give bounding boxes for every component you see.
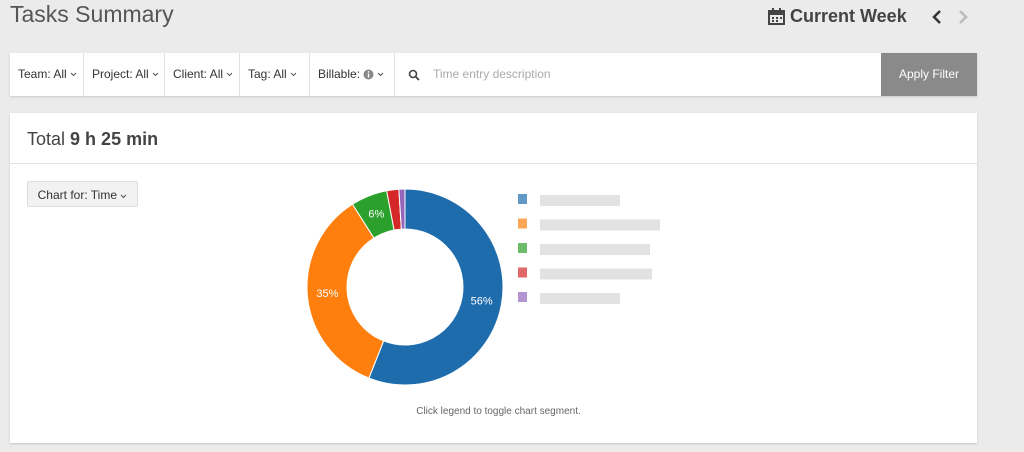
filter-label: Billable:: [318, 67, 361, 81]
legend-entry[interactable]: [518, 218, 660, 231]
filter-dropdown[interactable]: Team: All: [10, 53, 84, 96]
legend-blur: [540, 268, 652, 280]
legend-swatch: [518, 194, 527, 204]
legend-swatch: [518, 243, 527, 253]
period-label[interactable]: Current Week: [790, 6, 907, 26]
pie-slice: [306, 203, 385, 379]
chevron: [226, 72, 233, 77]
legend-blur: [540, 219, 660, 231]
total-header: Total 9 h 25 min: [10, 113, 977, 164]
chart-for-label: Chart for: Time: [37, 188, 117, 202]
chevron: [377, 72, 384, 77]
page-title: Tasks Summary: [10, 1, 174, 27]
total-label: Total: [27, 129, 66, 149]
legend-entry[interactable]: [518, 243, 650, 255]
pie-slice: [368, 188, 504, 386]
calendar-icon: [768, 8, 785, 25]
apply-filter-button[interactable]: Apply Filter: [881, 53, 977, 96]
next-arrow[interactable]: [956, 9, 970, 25]
slice-label: 56%: [471, 296, 493, 308]
info-icon: [363, 69, 374, 80]
filter-label: Client: All: [173, 67, 224, 81]
chart-hint: Click legend to toggle chart segment.: [416, 406, 581, 417]
legend-blur: [540, 195, 620, 206]
chevron: [290, 72, 297, 77]
legend-blur: [540, 244, 650, 255]
filter-dropdown[interactable]: Project: All: [84, 53, 165, 96]
legend-entry[interactable]: [518, 292, 620, 304]
filter-dropdown[interactable]: Client: All: [165, 53, 240, 96]
filter-label: Tag: All: [248, 67, 287, 81]
legend-swatch: [518, 292, 527, 302]
prev-arrow[interactable]: [930, 9, 944, 25]
filter-label: Project: All: [92, 67, 149, 81]
filter-dropdown[interactable]: Billable:: [310, 53, 395, 96]
chevron: [70, 72, 77, 77]
chart-for-dropdown[interactable]: Chart for: Time: [27, 181, 138, 207]
search-input[interactable]: Time entry description: [433, 67, 551, 81]
chart: 56% 35% 6%: [306, 188, 660, 386]
slice-label: 35%: [316, 288, 338, 300]
chevron: [152, 72, 159, 77]
chevron: [120, 194, 127, 199]
filter-label: Team: All: [18, 67, 67, 81]
filter-bar: Team: All Project: All Client: All Tag: All…: [10, 53, 977, 96]
total-value: 9 h 25 min: [70, 129, 159, 149]
pie-slice: [398, 188, 406, 230]
summary-card: Total 9 h 25 min Chart for: Time 56% 35% 6…: [10, 113, 977, 443]
slice-label: 6%: [368, 208, 384, 220]
search-icon: [408, 69, 420, 81]
legend-entry[interactable]: [518, 194, 620, 206]
legend-swatch: [518, 267, 527, 278]
filter-dropdown[interactable]: Tag: All: [240, 53, 310, 96]
legend-blur: [540, 293, 620, 304]
legend-entry[interactable]: [518, 267, 652, 280]
legend-swatch: [518, 218, 527, 229]
